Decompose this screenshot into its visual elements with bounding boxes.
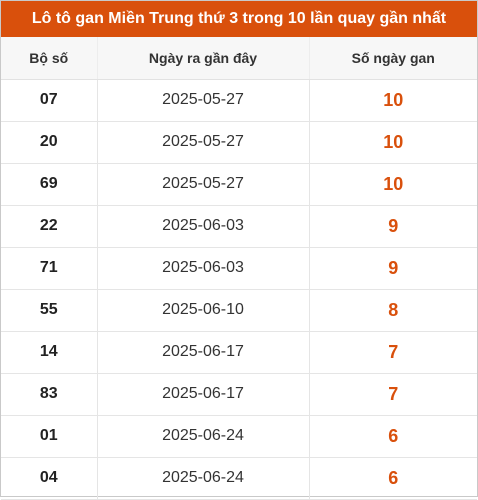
table-row: 71 2025-06-03 9 (1, 247, 477, 290)
table-row: 04 2025-06-24 6 (1, 457, 477, 500)
widget-title: Lô tô gan Miền Trung thứ 3 trong 10 lần … (1, 1, 477, 37)
cell-days: 7 (308, 373, 477, 416)
cell-days: 8 (308, 289, 477, 332)
cell-number: 20 (1, 121, 97, 164)
cell-days: 6 (308, 415, 477, 458)
cell-date: 2025-06-10 (96, 289, 309, 332)
cell-date: 2025-06-03 (96, 247, 309, 290)
cell-days: 9 (308, 247, 477, 290)
cell-number: 14 (1, 331, 97, 374)
cell-days: 7 (308, 331, 477, 374)
cell-days: 10 (308, 121, 477, 164)
table-row: 55 2025-06-10 8 (1, 289, 477, 332)
cell-number: 83 (1, 373, 97, 416)
table-row: 69 2025-05-27 10 (1, 163, 477, 206)
cell-days: 10 (308, 79, 477, 122)
header-bo-so: Bộ số (1, 37, 97, 80)
header-ngay-ra: Ngày ra gần đây (96, 37, 309, 80)
cell-date: 2025-05-27 (96, 79, 309, 122)
table-row: 07 2025-05-27 10 (1, 79, 477, 122)
cell-date: 2025-06-24 (96, 415, 309, 458)
cell-date: 2025-05-27 (96, 163, 309, 206)
cell-date: 2025-05-27 (96, 121, 309, 164)
lo-gan-table: Bộ số Ngày ra gần đây Số ngày gan 07 202… (1, 37, 477, 500)
table-row: 14 2025-06-17 7 (1, 331, 477, 374)
cell-number: 55 (1, 289, 97, 332)
cell-number: 22 (1, 205, 97, 248)
cell-number: 04 (1, 457, 97, 500)
cell-number: 69 (1, 163, 97, 206)
table-row: 01 2025-06-24 6 (1, 415, 477, 458)
table-row: 20 2025-05-27 10 (1, 121, 477, 164)
cell-number: 07 (1, 79, 97, 122)
table-header-row: Bộ số Ngày ra gần đây Số ngày gan (1, 37, 477, 80)
cell-date: 2025-06-24 (96, 457, 309, 500)
cell-date: 2025-06-17 (96, 331, 309, 374)
cell-date: 2025-06-17 (96, 373, 309, 416)
table-row: 83 2025-06-17 7 (1, 373, 477, 416)
header-so-ngay-gan: Số ngày gan (308, 37, 477, 80)
cell-date: 2025-06-03 (96, 205, 309, 248)
cell-days: 10 (308, 163, 477, 206)
cell-days: 6 (308, 457, 477, 500)
cell-number: 01 (1, 415, 97, 458)
cell-days: 9 (308, 205, 477, 248)
cell-number: 71 (1, 247, 97, 290)
table-row: 22 2025-06-03 9 (1, 205, 477, 248)
